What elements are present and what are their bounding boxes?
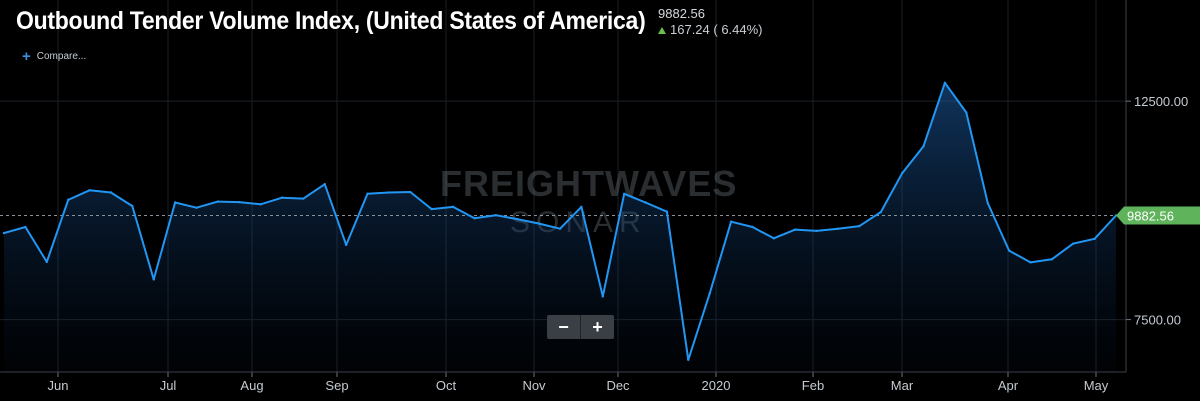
data-point: [174, 201, 176, 203]
data-point: [730, 221, 732, 223]
current-value-label: 9882.56: [1127, 208, 1174, 223]
data-point: [1029, 261, 1031, 263]
data-point: [815, 230, 817, 232]
x-tick-label: Oct: [436, 378, 457, 393]
data-point: [516, 218, 518, 220]
data-point: [302, 197, 304, 199]
x-tick-label: Nov: [522, 378, 546, 393]
data-point: [1072, 242, 1074, 244]
data-point: [708, 292, 710, 294]
data-point: [388, 191, 390, 193]
data-point: [238, 201, 240, 203]
data-point: [944, 82, 946, 84]
price-box: 9882.56 167.24 ( 6.44%): [658, 6, 763, 38]
arrow-up-icon: [658, 27, 666, 34]
data-point: [88, 189, 90, 191]
y-axis: 12500.00 7500.00: [1126, 0, 1188, 372]
current-value-marker: 9882.56: [1116, 206, 1200, 224]
data-point: [259, 203, 261, 205]
data-point: [602, 295, 604, 297]
data-point: [880, 211, 882, 213]
data-point: [1051, 258, 1053, 260]
data-point: [366, 193, 368, 195]
data-point: [452, 206, 454, 208]
x-tick-label: Sep: [325, 378, 348, 393]
data-point: [751, 226, 753, 228]
watermark-freightwaves: FREIGHTWAVES: [440, 163, 737, 204]
x-tick-label: Aug: [240, 378, 263, 393]
price-change-value: 167.24 ( 6.44%): [670, 22, 763, 38]
data-point: [922, 145, 924, 147]
data-point: [1093, 238, 1095, 240]
zoom-controls: − +: [547, 315, 614, 339]
data-point: [986, 202, 988, 204]
compare-button[interactable]: + Compare...: [22, 51, 86, 62]
data-point: [794, 228, 796, 230]
data-point: [644, 201, 646, 203]
data-point: [901, 172, 903, 174]
data-point: [131, 205, 133, 207]
data-point: [110, 191, 112, 193]
x-tick-label: Jul: [160, 378, 177, 393]
data-point: [24, 226, 26, 228]
data-point: [195, 207, 197, 209]
data-point: [687, 359, 689, 361]
data-point: [623, 193, 625, 195]
data-point: [345, 244, 347, 246]
x-tick-label: Feb: [802, 378, 824, 393]
data-point: [965, 111, 967, 113]
compare-label: Compare...: [37, 51, 86, 62]
data-point: [666, 210, 668, 212]
chart-title: Outbound Tender Volume Index, (United St…: [16, 6, 645, 36]
data-point: [837, 228, 839, 230]
y-tick-label: 7500.00: [1134, 313, 1181, 328]
x-tick-label: Dec: [606, 378, 630, 393]
data-point: [580, 206, 582, 208]
x-tick-label: May: [1084, 378, 1109, 393]
data-point: [281, 197, 283, 199]
data-point: [495, 214, 497, 216]
data-point: [3, 232, 5, 234]
y-tick-label: 12500.00: [1134, 94, 1188, 109]
zoom-out-button[interactable]: −: [547, 315, 580, 339]
price-change: 167.24 ( 6.44%): [658, 22, 763, 38]
data-point: [430, 208, 432, 210]
data-point: [409, 191, 411, 193]
data-point: [152, 278, 154, 280]
data-point: [537, 222, 539, 224]
data-point: [67, 199, 69, 201]
x-tick-label: Apr: [998, 378, 1019, 393]
zoom-in-button[interactable]: +: [581, 315, 614, 339]
x-tick-label: 2020: [702, 378, 731, 393]
data-point: [473, 217, 475, 219]
data-point: [217, 200, 219, 202]
data-point: [858, 225, 860, 227]
x-axis: Jun Jul Aug Sep Oct Nov Dec 2020 Feb Mar Apr May: [0, 372, 1126, 393]
x-tick-label: Mar: [891, 378, 914, 393]
data-point: [559, 228, 561, 230]
x-tick-label: Jun: [48, 378, 69, 393]
data-point: [324, 183, 326, 185]
chart-header: Outbound Tender Volume Index, (United St…: [16, 6, 700, 36]
data-point: [1008, 249, 1010, 251]
data-point: [773, 237, 775, 239]
current-price: 9882.56: [658, 6, 763, 22]
plus-icon: +: [22, 52, 31, 62]
data-point: [46, 261, 48, 263]
